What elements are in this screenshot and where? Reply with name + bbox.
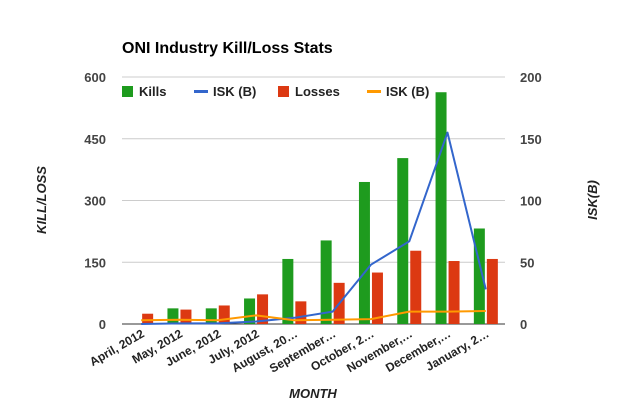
bars [142, 92, 498, 325]
bar-losses-8 [448, 261, 460, 324]
y2-tick-label: 0 [520, 317, 527, 332]
legend-swatch [278, 86, 289, 97]
bar-kills-7 [397, 158, 409, 324]
bar-kills-3 [244, 298, 256, 324]
legend-label: Losses [295, 84, 340, 99]
bar-kills-2 [205, 308, 217, 324]
bar-losses-4 [295, 301, 307, 324]
legend: Kills ISK (B) Losses ISK (B) [122, 84, 429, 99]
x-axis-title: MONTH [289, 386, 337, 401]
bar-kills-8 [435, 92, 447, 325]
y2-axis-title: ISK(B) [585, 180, 600, 220]
line-isk-1 [141, 131, 487, 325]
y-axis-title: KILL/LOSS [34, 166, 49, 234]
bar-losses-1 [180, 309, 192, 324]
y-tick-label: 600 [84, 70, 106, 85]
bar-kills-9 [473, 228, 485, 324]
legend-label: ISK (B) [386, 84, 429, 99]
bar-losses-2 [218, 305, 230, 324]
line-isk-2 [141, 310, 486, 322]
legend-label: ISK (B) [213, 84, 256, 99]
bar-losses-3 [257, 294, 269, 324]
y2-tick-label: 200 [520, 70, 542, 85]
legend-swatch [122, 86, 133, 97]
left-axis-ticks: 0 150 300 450 600 [84, 70, 106, 332]
bar-kills-6 [358, 181, 370, 324]
y2-tick-label: 50 [520, 255, 534, 270]
y2-tick-label: 100 [520, 194, 542, 209]
y-tick-label: 0 [99, 317, 106, 332]
y-tick-label: 150 [84, 255, 106, 270]
bar-kills-1 [167, 308, 179, 324]
bar-losses-6 [371, 272, 383, 324]
gridlines [122, 76, 505, 325]
bar-losses-7 [410, 250, 422, 324]
bar-kills-4 [282, 258, 294, 324]
y-tick-label: 450 [84, 132, 106, 147]
legend-label: Kills [139, 84, 166, 99]
chart-title: ONI Industry Kill/Loss Stats [122, 40, 333, 57]
y2-tick-label: 150 [520, 132, 542, 147]
bar-losses-9 [486, 258, 498, 324]
bar-losses-0 [142, 313, 154, 324]
right-axis-ticks: 0 50 100 150 200 [520, 70, 542, 332]
lines [141, 131, 487, 325]
y-tick-label: 300 [84, 194, 106, 209]
bar-kills-5 [320, 240, 332, 324]
